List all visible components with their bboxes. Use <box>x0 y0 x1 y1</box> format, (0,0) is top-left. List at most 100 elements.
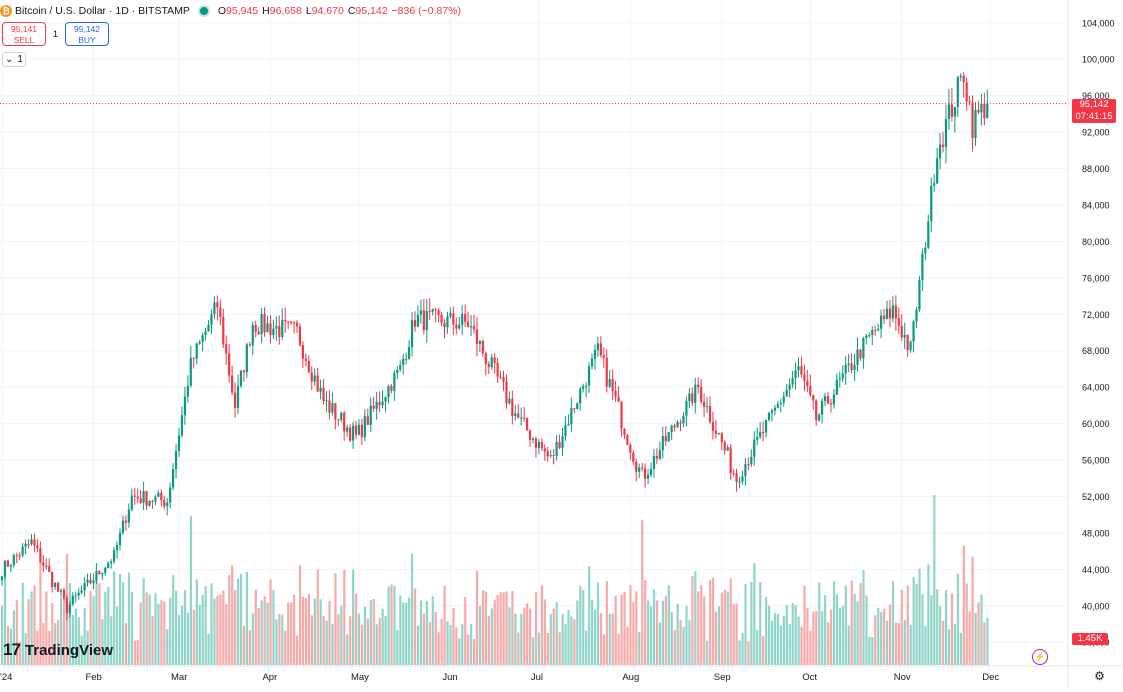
candle-body[interactable] <box>977 109 980 113</box>
candle-body[interactable] <box>322 387 325 402</box>
candle-body[interactable] <box>12 555 15 566</box>
candle-body[interactable] <box>815 400 818 421</box>
candle-body[interactable] <box>284 319 287 322</box>
candle-body[interactable] <box>741 476 744 482</box>
candle-body[interactable] <box>924 247 927 254</box>
candle-body[interactable] <box>192 357 195 359</box>
candle-body[interactable] <box>354 425 358 435</box>
candle-body[interactable] <box>921 253 924 280</box>
candle-body[interactable] <box>369 405 372 425</box>
candle-body[interactable] <box>753 439 756 457</box>
candle-body[interactable] <box>225 344 228 354</box>
candle-body[interactable] <box>428 311 431 313</box>
candle-body[interactable] <box>231 375 234 393</box>
candle-body[interactable] <box>393 373 396 391</box>
candle-body[interactable] <box>83 582 86 591</box>
candle-body[interactable] <box>806 380 809 386</box>
candle-body[interactable] <box>413 320 417 327</box>
candle-body[interactable] <box>110 561 113 564</box>
candle-body[interactable] <box>434 309 437 311</box>
candle-body[interactable] <box>956 77 959 107</box>
candle-body[interactable] <box>337 419 340 421</box>
candle-body[interactable] <box>877 328 880 331</box>
candle-body[interactable] <box>882 315 886 319</box>
candle-body[interactable] <box>818 414 821 421</box>
candle-body[interactable] <box>467 321 470 327</box>
candle-body[interactable] <box>95 570 98 581</box>
candle-body[interactable] <box>42 562 45 566</box>
candle-body[interactable] <box>15 555 18 557</box>
candle-body[interactable] <box>847 363 850 365</box>
candle-body[interactable] <box>213 302 216 315</box>
candle-body[interactable] <box>587 366 591 386</box>
candle-body[interactable] <box>697 384 700 388</box>
candle-body[interactable] <box>900 325 903 338</box>
candle-body[interactable] <box>118 532 122 545</box>
candle-body[interactable] <box>133 495 136 497</box>
candle-body[interactable] <box>18 555 21 557</box>
candle-body[interactable] <box>874 329 877 331</box>
candle-body[interactable] <box>472 326 476 330</box>
candle-body[interactable] <box>402 358 405 365</box>
candle-body[interactable] <box>944 118 948 147</box>
candle-body[interactable] <box>620 401 623 429</box>
candle-body[interactable] <box>452 313 455 325</box>
candle-body[interactable] <box>953 106 956 117</box>
candle-body[interactable] <box>567 424 570 426</box>
candle-body[interactable] <box>543 448 546 452</box>
candle-body[interactable] <box>821 401 824 415</box>
candle-body[interactable] <box>399 364 402 370</box>
candle-body[interactable] <box>508 398 511 404</box>
candle-body[interactable] <box>930 185 933 222</box>
candle-body[interactable] <box>307 360 310 373</box>
candle-body[interactable] <box>101 573 104 575</box>
candle-body[interactable] <box>236 385 240 408</box>
candle-body[interactable] <box>871 329 874 336</box>
candle-body[interactable] <box>6 560 9 567</box>
candle-body[interactable] <box>773 407 776 411</box>
candle-body[interactable] <box>540 441 543 449</box>
candle-body[interactable] <box>166 502 169 507</box>
candle-body[interactable] <box>756 437 759 440</box>
tradingview-watermark[interactable]: 17 TradingView <box>3 640 113 660</box>
candle-body[interactable] <box>77 592 80 596</box>
candle-body[interactable] <box>390 385 393 391</box>
candle-body[interactable] <box>685 401 688 416</box>
candle-body[interactable] <box>555 441 558 456</box>
candle-body[interactable] <box>484 353 487 364</box>
candle-body[interactable] <box>127 509 130 523</box>
candle-body[interactable] <box>245 344 248 373</box>
candle-body[interactable] <box>788 384 791 390</box>
symbol-title[interactable]: Bitcoin / U.S. Dollar · 1D · BITSTAMP <box>15 5 190 17</box>
candle-body[interactable] <box>965 82 968 102</box>
candle-body[interactable] <box>272 328 275 336</box>
candle-body[interactable] <box>785 389 788 397</box>
candle-body[interactable] <box>986 103 989 119</box>
candle-body[interactable] <box>204 331 207 336</box>
candle-body[interactable] <box>850 363 853 371</box>
candle-body[interactable] <box>844 364 847 374</box>
candle-body[interactable] <box>936 158 939 184</box>
candle-body[interactable] <box>216 302 219 308</box>
candle-body[interactable] <box>142 491 145 503</box>
candle-body[interactable] <box>865 335 868 339</box>
candle-body[interactable] <box>351 425 355 441</box>
candle-body[interactable] <box>21 546 24 556</box>
candle-body[interactable] <box>809 385 812 396</box>
candle-body[interactable] <box>605 357 608 387</box>
candle-body[interactable] <box>939 144 942 159</box>
candle-body[interactable] <box>313 375 316 382</box>
candle-body[interactable] <box>888 308 892 319</box>
candle-body[interactable] <box>177 435 181 452</box>
candle-body[interactable] <box>950 104 953 117</box>
candle-body[interactable] <box>764 420 768 433</box>
candle-body[interactable] <box>593 350 597 359</box>
candle-body[interactable] <box>579 388 582 404</box>
candle-body[interactable] <box>841 373 844 379</box>
candle-body[interactable] <box>933 183 936 186</box>
candle-body[interactable] <box>148 500 151 506</box>
candle-body[interactable] <box>172 469 175 488</box>
candle-body[interactable] <box>266 323 269 333</box>
candle-body[interactable] <box>688 393 691 402</box>
